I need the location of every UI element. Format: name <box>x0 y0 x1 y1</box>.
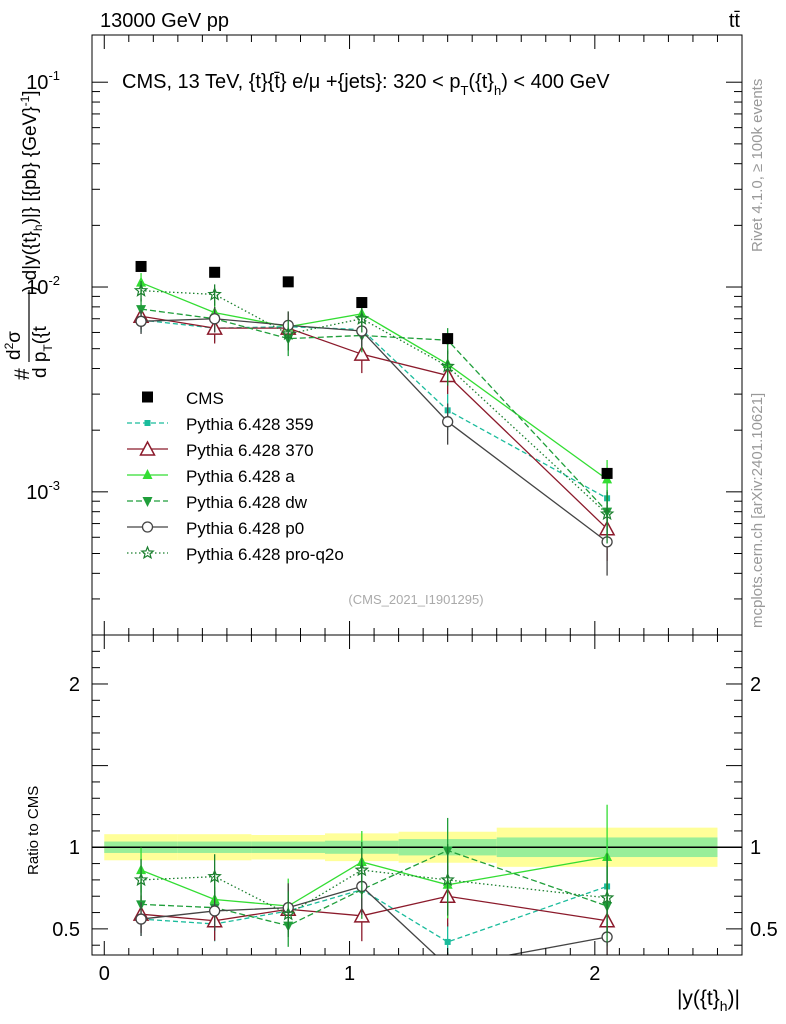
cms-data-point <box>209 266 221 278</box>
series-line-main <box>140 282 608 480</box>
series-ratio-point <box>354 862 370 877</box>
ratio-tick-label-right: 2 <box>750 674 761 696</box>
legend-label: Pythia 6.428 359 <box>186 415 314 434</box>
ratio-y-axis-label: Ratio to CMS <box>25 786 42 875</box>
ylabel-rest: ) d|y({t} <box>20 231 41 292</box>
series-line-ratio <box>141 869 608 915</box>
series-point <box>440 358 455 373</box>
y-tick-label: 10-1 <box>26 68 60 94</box>
cms-data-point <box>135 260 147 272</box>
series-line-main <box>141 290 608 515</box>
ylabel-rest-sub: h <box>31 224 45 231</box>
svg-text:#: # <box>11 368 34 380</box>
series-ratio-point <box>208 905 221 917</box>
rivet-version-label: Rivet 4.1.0, ≥ 100k events <box>749 79 766 252</box>
ylabel-numerator-sup: 2 <box>2 342 16 349</box>
series-point <box>354 311 370 325</box>
ylabel-rest-end: ] <box>20 90 41 95</box>
series-point <box>136 305 147 316</box>
legend-label: Pythia 6.428 a <box>186 467 295 486</box>
legend-marker <box>139 440 156 456</box>
series-line-ratio <box>141 849 608 927</box>
ratio-panel <box>92 804 742 971</box>
ylabel-numerator: d <box>4 349 25 360</box>
ylabel-hash: # <box>11 368 34 380</box>
legend-marker <box>142 497 153 507</box>
series-point <box>280 326 296 341</box>
series-ratio-point <box>440 872 455 887</box>
x-tick-label: 1 <box>344 963 355 985</box>
axes: 0 1 2 10-1 10-2 10-3 0.5 0.5 1 1 2 2 <box>26 35 778 985</box>
legend-marker <box>142 469 153 479</box>
svg-text:d pT({t: d pT({t <box>30 326 55 378</box>
ylabel-rest-tail: )|} [{pb} {GeV} <box>20 106 41 224</box>
series-point <box>599 506 615 521</box>
series-point <box>207 286 222 301</box>
header-process-label: tt̄ <box>729 10 741 32</box>
legend-marker-cms <box>142 391 153 403</box>
ylabel-denominator: d p <box>30 352 51 378</box>
ratio-tick-label-right: 0.5 <box>750 919 778 941</box>
series-line-main <box>141 318 608 543</box>
series-ratio-point <box>135 913 147 925</box>
y-tick-label: 10-3 <box>26 478 60 504</box>
series-point <box>353 345 371 361</box>
cms-data-point <box>601 467 613 479</box>
series-ratio-point <box>443 961 453 971</box>
series-point <box>133 283 149 297</box>
ylabel-sigma: σ <box>4 331 25 343</box>
series-ratio-point <box>599 890 615 905</box>
series-ratio-point <box>280 906 296 921</box>
cms-data-point <box>442 333 454 345</box>
legend-label: Pythia 6.428 dw <box>186 493 308 512</box>
analysis-id-watermark: (CMS_2021_I1901295) <box>348 592 483 607</box>
ylabel-denominator-tail: ({t <box>30 326 51 345</box>
legend-label: Pythia 6.428 p0 <box>186 519 304 538</box>
legend-label: Pythia 6.428 pro-q2o <box>186 545 344 564</box>
legend: CMS Pythia 6.428 359 Pythia 6.428 370 Pythi… <box>127 389 344 564</box>
header-energy-label: 13000 GeV pp <box>100 10 229 32</box>
cms-data-point <box>356 297 368 309</box>
series-point <box>442 416 454 428</box>
series-ratio-point <box>444 938 451 945</box>
ylabel-rest-sup: -1 <box>18 95 32 106</box>
ylabel-denominator-sub: T <box>41 344 55 352</box>
series-point <box>208 313 221 325</box>
x-tick-label: 2 <box>589 963 600 985</box>
legend-label-cms: CMS <box>186 389 224 408</box>
y-tick-label: 10-2 <box>26 273 60 299</box>
svg-text:) d|y({t}h)|} [{pb} {GeV}-1]: ) d|y({t}h)|} [{pb} {GeV}-1] <box>18 90 45 292</box>
series-line-ratio <box>140 895 608 922</box>
ratio-tick-label-right: 1 <box>750 837 761 859</box>
ratio-tick-label-left: 2 <box>69 674 80 696</box>
series-point <box>135 315 147 327</box>
series-line-ratio <box>140 885 608 955</box>
legend-marker <box>144 420 151 426</box>
legend-marker <box>141 521 154 533</box>
main-panel <box>132 260 616 576</box>
x-tick-label: 0 <box>99 963 110 985</box>
series-line-ratio <box>140 856 608 907</box>
legend-label: Pythia 6.428 370 <box>186 441 314 460</box>
series-ratio-point <box>207 868 222 883</box>
legend-marker <box>140 545 155 560</box>
mcplots-source-label: mcplots.cern.ch [arXiv:2401.10621] <box>749 393 766 628</box>
x-axis-label: |y({t}h)| <box>677 987 740 1014</box>
series-line-ratio <box>141 885 608 943</box>
svg-text:d2σ: d2σ <box>2 331 25 360</box>
ratio-tick-label-left: 0.5 <box>52 919 80 941</box>
plot-title: CMS, 13 TeV, {t}{t̄} e/μ +{jets}: 320 < … <box>122 71 610 98</box>
cms-data-point <box>282 276 294 288</box>
ratio-frame <box>91 634 743 956</box>
y-axis-label: # d2σ d pT({t ) d|y({t}h)|} [{pb} {GeV}-… <box>2 90 55 380</box>
ratio-tick-label-left: 1 <box>69 837 80 859</box>
series-ratio-point <box>133 872 149 887</box>
series-line-main <box>140 315 608 530</box>
